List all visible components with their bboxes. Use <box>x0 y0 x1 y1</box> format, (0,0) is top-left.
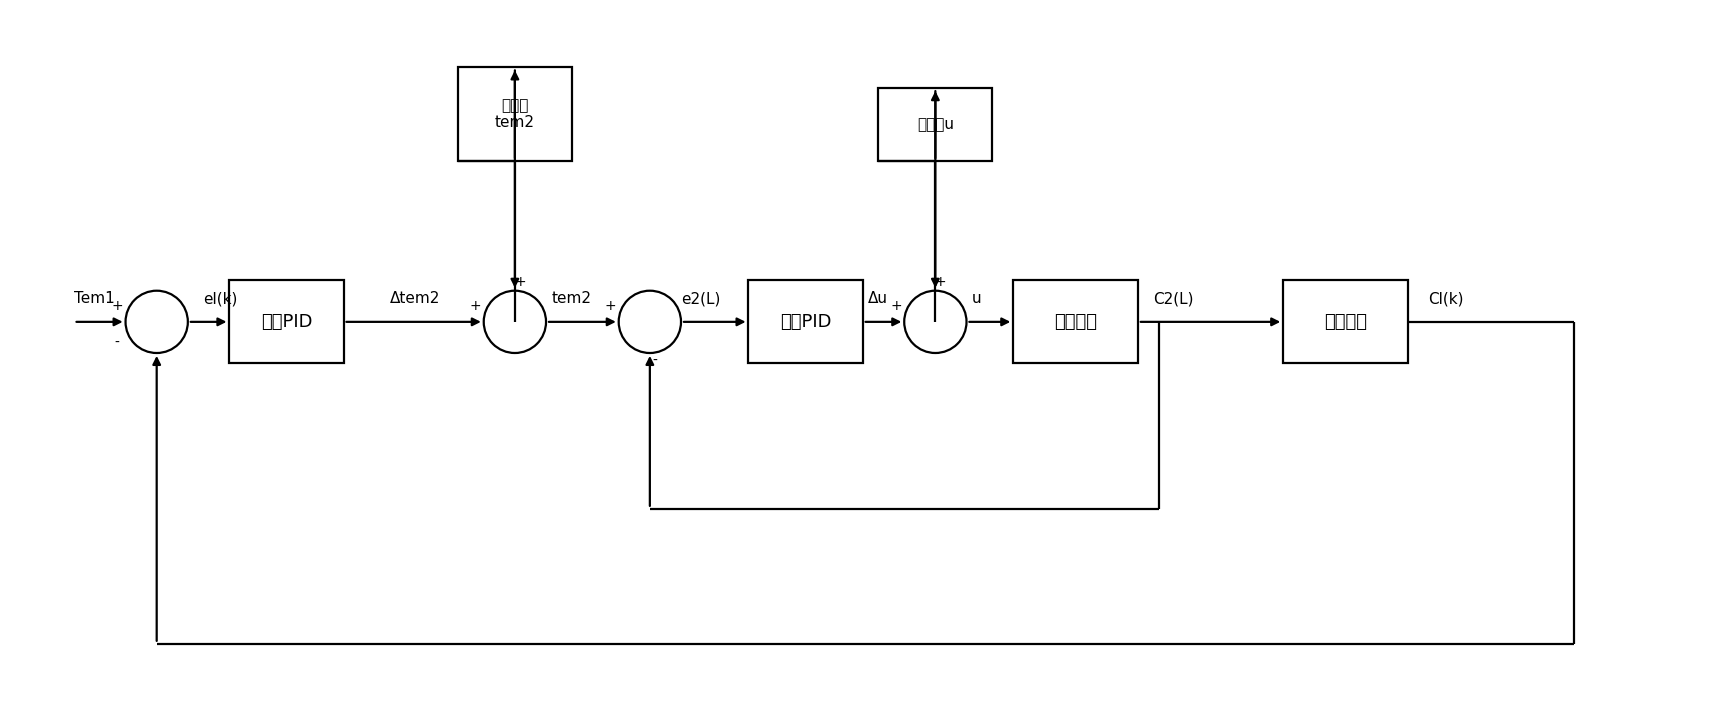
Text: +: + <box>470 299 482 313</box>
Bar <box>1013 280 1136 364</box>
Bar <box>1282 280 1407 364</box>
Text: 热交换器: 热交换器 <box>1323 313 1366 331</box>
Text: e2(L): e2(L) <box>680 292 720 306</box>
Bar <box>747 280 862 364</box>
Bar <box>878 88 992 161</box>
Text: +: + <box>514 275 526 289</box>
Text: -: - <box>653 354 656 369</box>
Text: 上一次u: 上一次u <box>917 117 953 132</box>
Text: Tem1: Tem1 <box>74 292 115 306</box>
Text: 变温单元: 变温单元 <box>1054 313 1097 331</box>
Text: C2(L): C2(L) <box>1154 292 1193 306</box>
Bar <box>230 280 343 364</box>
Text: +: + <box>890 299 902 313</box>
Text: +: + <box>605 299 615 313</box>
Bar <box>458 68 572 161</box>
Text: +: + <box>111 299 123 313</box>
Text: Δtem2: Δtem2 <box>391 292 440 306</box>
Text: -: - <box>115 335 120 349</box>
Text: tem2: tem2 <box>550 292 591 306</box>
Text: u: u <box>972 292 980 306</box>
Text: +: + <box>934 275 946 289</box>
Text: 外环PID: 外环PID <box>261 313 312 331</box>
Text: el(k): el(k) <box>204 292 238 306</box>
Text: 上一次
tem2: 上一次 tem2 <box>495 98 535 131</box>
Text: 内环PID: 内环PID <box>780 313 831 331</box>
Text: Δu: Δu <box>867 292 888 306</box>
Text: Cl(k): Cl(k) <box>1428 292 1464 306</box>
